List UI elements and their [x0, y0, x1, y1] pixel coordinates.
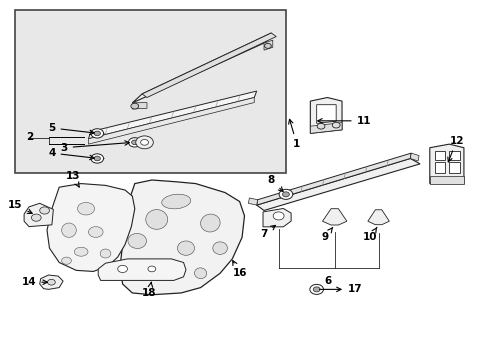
Polygon shape	[47, 184, 135, 271]
Polygon shape	[322, 209, 346, 225]
Circle shape	[282, 192, 289, 197]
Circle shape	[94, 156, 100, 161]
Polygon shape	[142, 33, 276, 98]
Ellipse shape	[128, 233, 146, 248]
Text: 17: 17	[319, 284, 362, 294]
Bar	[448, 151, 459, 160]
Text: 10: 10	[362, 227, 377, 242]
Bar	[434, 151, 445, 160]
Polygon shape	[256, 153, 410, 205]
Circle shape	[131, 103, 139, 109]
Circle shape	[91, 129, 103, 138]
Text: 18: 18	[142, 282, 156, 298]
Polygon shape	[40, 275, 63, 289]
Polygon shape	[248, 198, 257, 205]
Polygon shape	[98, 259, 185, 280]
Text: 3: 3	[61, 141, 129, 153]
Circle shape	[279, 189, 292, 199]
Ellipse shape	[161, 264, 181, 275]
Text: 16: 16	[232, 261, 246, 278]
Text: 9: 9	[321, 228, 332, 242]
Polygon shape	[409, 153, 418, 161]
Ellipse shape	[212, 242, 227, 255]
Circle shape	[264, 43, 271, 48]
Ellipse shape	[61, 257, 71, 264]
Polygon shape	[88, 91, 256, 139]
Polygon shape	[256, 158, 419, 211]
Text: 2: 2	[26, 132, 34, 142]
Circle shape	[141, 139, 148, 145]
Ellipse shape	[194, 268, 206, 279]
Circle shape	[273, 212, 284, 220]
Circle shape	[118, 265, 127, 273]
Ellipse shape	[74, 247, 88, 256]
Polygon shape	[24, 203, 53, 226]
Polygon shape	[263, 208, 290, 227]
Polygon shape	[429, 144, 463, 184]
Polygon shape	[88, 98, 254, 144]
Text: 15: 15	[8, 200, 32, 213]
Bar	[448, 162, 459, 173]
Circle shape	[40, 207, 49, 214]
Circle shape	[317, 123, 325, 129]
Polygon shape	[264, 40, 272, 50]
Bar	[434, 162, 445, 173]
Circle shape	[128, 138, 141, 147]
Text: 7: 7	[260, 225, 275, 239]
Circle shape	[331, 122, 339, 128]
Text: 5: 5	[48, 123, 94, 135]
Circle shape	[47, 279, 55, 285]
Polygon shape	[316, 105, 335, 123]
Polygon shape	[310, 98, 341, 134]
Polygon shape	[310, 123, 341, 134]
Ellipse shape	[200, 214, 220, 232]
Polygon shape	[367, 210, 388, 225]
Circle shape	[313, 287, 320, 292]
Circle shape	[148, 266, 156, 272]
Text: 6: 6	[324, 276, 331, 286]
Ellipse shape	[145, 210, 167, 229]
Text: 12: 12	[447, 136, 463, 162]
Text: 13: 13	[65, 171, 80, 187]
Text: 8: 8	[267, 175, 283, 192]
Text: 11: 11	[317, 116, 370, 126]
Bar	[15, 10, 285, 173]
Circle shape	[94, 131, 100, 136]
Text: 14: 14	[21, 277, 47, 287]
Polygon shape	[132, 103, 147, 109]
Circle shape	[91, 154, 103, 163]
Circle shape	[309, 284, 323, 294]
Ellipse shape	[61, 223, 76, 237]
Polygon shape	[120, 180, 244, 295]
Circle shape	[31, 214, 41, 221]
Circle shape	[131, 140, 138, 145]
Ellipse shape	[177, 241, 194, 255]
Ellipse shape	[100, 249, 111, 258]
Text: 4: 4	[48, 148, 94, 160]
Ellipse shape	[162, 194, 190, 209]
Polygon shape	[429, 176, 463, 184]
Ellipse shape	[135, 265, 149, 274]
Ellipse shape	[88, 226, 103, 237]
Polygon shape	[132, 33, 271, 103]
Circle shape	[136, 136, 153, 149]
Ellipse shape	[77, 202, 94, 215]
Text: 1: 1	[288, 119, 300, 149]
